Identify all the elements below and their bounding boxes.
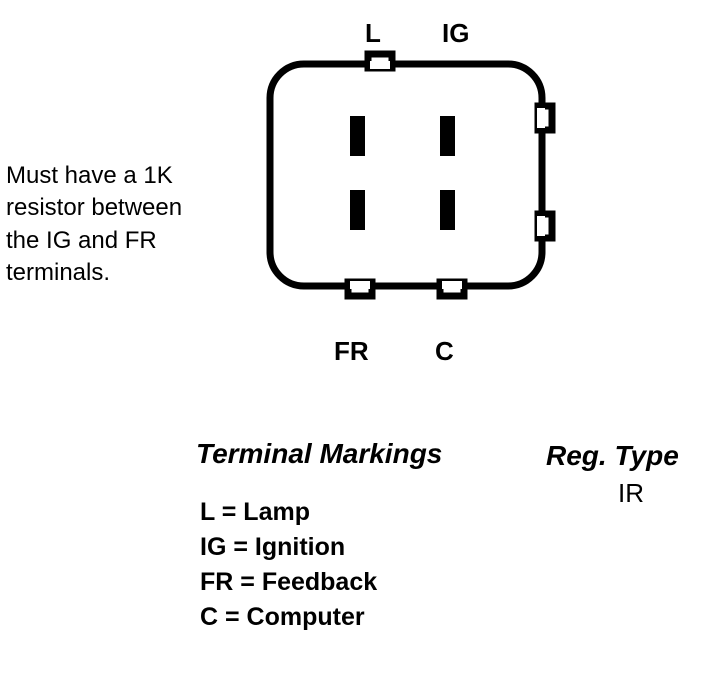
reg-type-value: IR: [618, 478, 644, 509]
pin-label-c: C: [435, 336, 454, 367]
terminal-markings-list: L = Lamp IG = Ignition FR = Feedback C =…: [200, 498, 377, 638]
resistor-note: Must have a 1K resistor between the IG a…: [6, 160, 182, 290]
list-item: L = Lamp: [200, 498, 377, 527]
connector-diagram: [250, 50, 570, 310]
reg-type-heading: Reg. Type: [546, 440, 679, 472]
terminal-markings-heading: Terminal Markings: [196, 438, 442, 470]
pin-label-ig: IG: [442, 18, 469, 49]
list-item: C = Computer: [200, 603, 377, 632]
pin-label-fr: FR: [334, 336, 369, 367]
pin-label-l: L: [365, 18, 381, 49]
list-item: IG = Ignition: [200, 533, 377, 562]
list-item: FR = Feedback: [200, 568, 377, 597]
